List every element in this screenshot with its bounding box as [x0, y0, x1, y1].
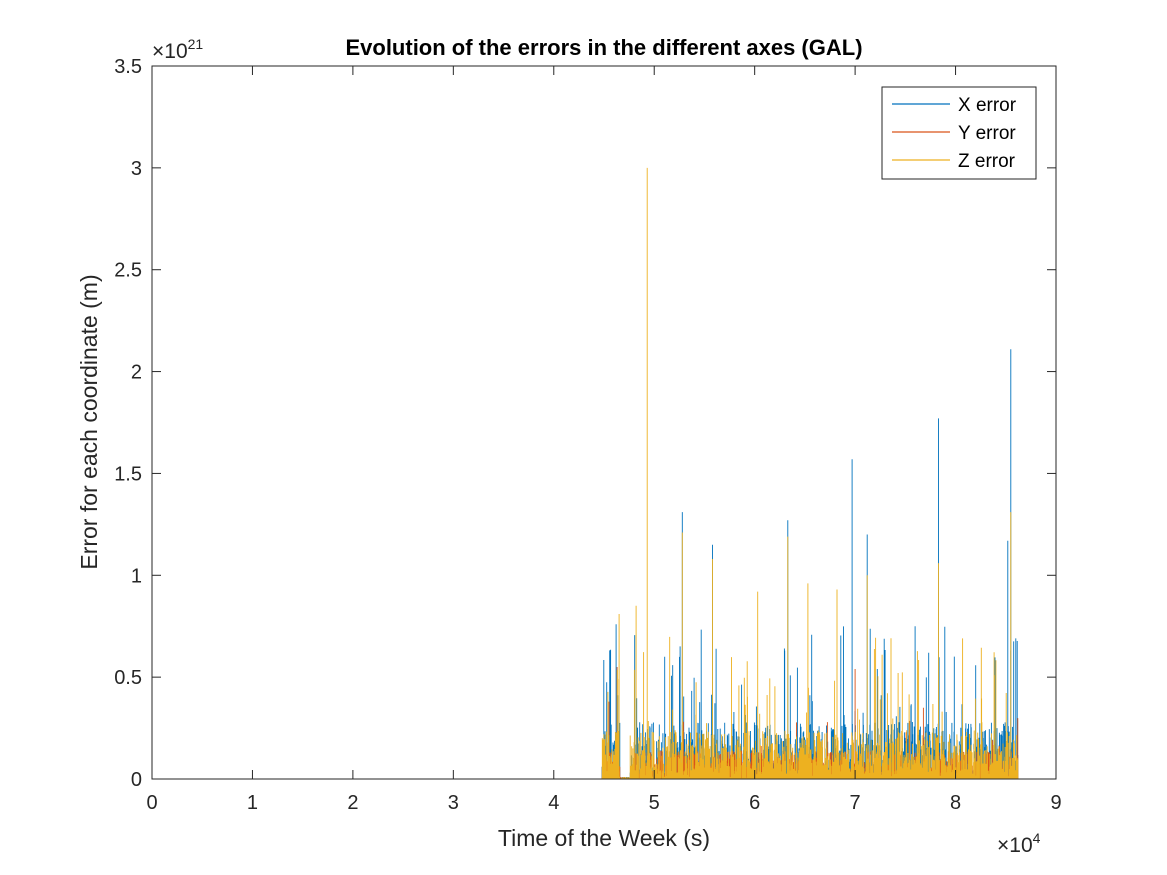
y-multiplier-exponent: 21 [188, 36, 204, 52]
x-axis-multiplier: ×104 [997, 830, 1041, 857]
x-multiplier-base: ×10 [997, 834, 1033, 857]
x-tick-label: 3 [448, 792, 459, 814]
legend: X error Y error Z error [881, 86, 1037, 180]
legend-label: Y error [958, 123, 1016, 144]
x-axis-label: Time of the Week (s) [498, 825, 710, 851]
x-multiplier-exponent: 4 [1033, 830, 1041, 846]
x-tick-label: 4 [548, 792, 559, 814]
x-tick-label: 2 [347, 792, 358, 814]
legend-label: X error [958, 95, 1017, 116]
x-axis-ticks: 0 1 2 3 4 5 6 7 8 9 [146, 66, 1062, 814]
y-tick-label: 3.5 [114, 56, 142, 78]
y-tick-label: 2 [131, 362, 142, 384]
legend-label: Z error [958, 151, 1016, 172]
y-tick-label: 3 [131, 158, 142, 180]
y-axis-multiplier: ×1021 [152, 36, 203, 63]
x-tick-label: 7 [850, 792, 861, 814]
series-layer [152, 167, 1056, 780]
chart-title: Evolution of the errors in the different… [345, 35, 862, 60]
legend-box [881, 86, 1037, 180]
x-tick-label: 1 [247, 792, 258, 814]
y-tick-label: 1.5 [114, 463, 142, 485]
y-axis-ticks: 0 0.5 1 1.5 2 2.5 3 3.5 [114, 56, 1056, 791]
x-tick-label: 6 [749, 792, 760, 814]
y-tick-label: 2.5 [114, 260, 142, 282]
y-tick-label: 1 [131, 565, 142, 587]
x-tick-label: 0 [146, 792, 157, 814]
y-multiplier-base: ×10 [152, 40, 188, 63]
x-tick-label: 5 [649, 792, 660, 814]
series-line-z-error [152, 167, 1056, 780]
x-tick-label: 9 [1050, 792, 1061, 814]
plot-frame [151, 65, 1057, 780]
y-axis-label: Error for each coordinate (m) [76, 274, 102, 569]
x-tick-label: 8 [950, 792, 961, 814]
y-tick-label: 0.5 [114, 667, 142, 689]
y-tick-label: 0 [131, 769, 142, 791]
